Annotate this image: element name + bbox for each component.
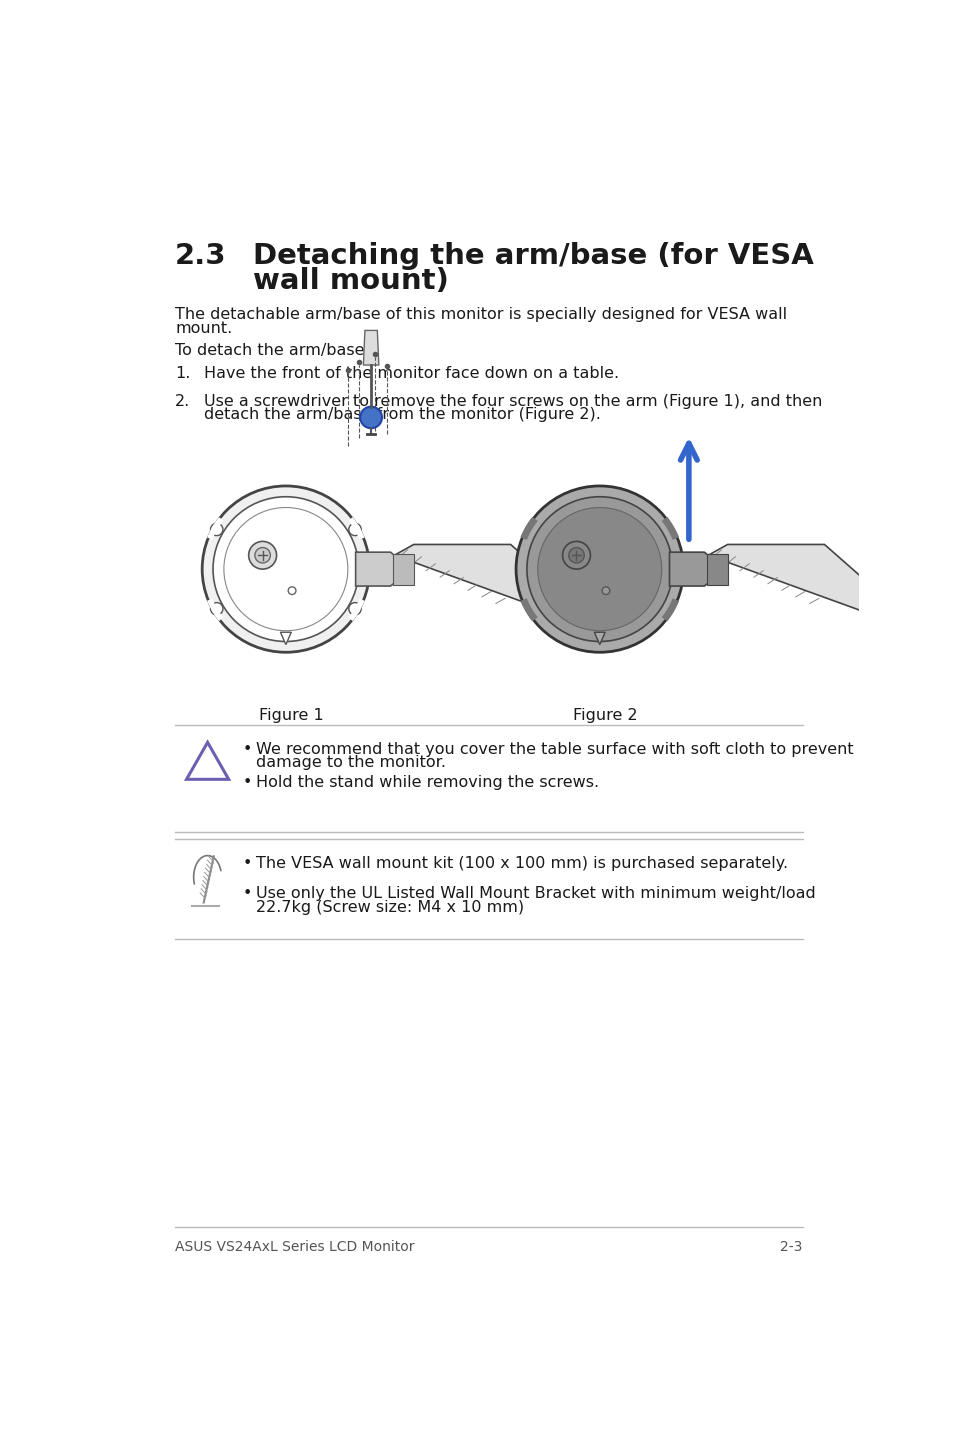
Text: wall mount): wall mount) bbox=[253, 266, 448, 295]
Text: !: ! bbox=[203, 756, 213, 777]
Text: Use a screwdriver to remove the four screws on the arm (Figure 1), and then: Use a screwdriver to remove the four scr… bbox=[204, 394, 822, 408]
Text: The detachable arm/base of this monitor is specially designed for VESA wall: The detachable arm/base of this monitor … bbox=[174, 308, 786, 322]
Polygon shape bbox=[280, 633, 291, 644]
Circle shape bbox=[562, 541, 590, 569]
Circle shape bbox=[568, 548, 583, 562]
Text: •: • bbox=[242, 775, 252, 791]
Text: Figure 1: Figure 1 bbox=[258, 707, 323, 723]
Text: Use only the UL Listed Wall Mount Bracket with minimum weight/load: Use only the UL Listed Wall Mount Bracke… bbox=[256, 886, 816, 902]
Polygon shape bbox=[669, 552, 717, 587]
Circle shape bbox=[213, 496, 358, 641]
Circle shape bbox=[254, 548, 270, 562]
Circle shape bbox=[288, 587, 295, 594]
Text: 22.7kg (Screw size: M4 x 10 mm): 22.7kg (Screw size: M4 x 10 mm) bbox=[256, 900, 524, 915]
Text: Hold the stand while removing the screws.: Hold the stand while removing the screws… bbox=[256, 775, 598, 791]
Text: •: • bbox=[242, 886, 252, 902]
Polygon shape bbox=[706, 554, 727, 584]
Text: The VESA wall mount kit (100 x 100 mm) is purchased separately.: The VESA wall mount kit (100 x 100 mm) i… bbox=[256, 856, 788, 870]
Text: Have the front of the monitor face down on a table.: Have the front of the monitor face down … bbox=[204, 365, 619, 381]
Text: mount.: mount. bbox=[174, 321, 233, 336]
Text: Detaching the arm/base (for VESA: Detaching the arm/base (for VESA bbox=[253, 242, 813, 270]
Circle shape bbox=[249, 541, 276, 569]
Circle shape bbox=[360, 407, 381, 429]
Polygon shape bbox=[355, 552, 403, 587]
Text: We recommend that you cover the table surface with soft cloth to prevent: We recommend that you cover the table su… bbox=[256, 742, 853, 756]
Circle shape bbox=[211, 523, 223, 535]
Circle shape bbox=[349, 603, 361, 615]
Text: 2.3: 2.3 bbox=[174, 242, 227, 270]
Circle shape bbox=[601, 587, 609, 594]
Circle shape bbox=[516, 486, 682, 653]
Text: 2.: 2. bbox=[174, 394, 190, 408]
Circle shape bbox=[202, 486, 369, 653]
Text: Figure 2: Figure 2 bbox=[572, 707, 637, 723]
Polygon shape bbox=[187, 742, 229, 779]
Polygon shape bbox=[394, 545, 564, 611]
Polygon shape bbox=[707, 545, 878, 611]
Circle shape bbox=[224, 508, 348, 631]
Circle shape bbox=[537, 508, 661, 631]
Text: To detach the arm/base:: To detach the arm/base: bbox=[174, 342, 370, 358]
Circle shape bbox=[349, 523, 361, 535]
Circle shape bbox=[211, 603, 223, 615]
Text: detach the arm/base from the monitor (Figure 2).: detach the arm/base from the monitor (Fi… bbox=[204, 407, 600, 423]
Polygon shape bbox=[393, 554, 414, 584]
Circle shape bbox=[526, 496, 672, 641]
Text: damage to the monitor.: damage to the monitor. bbox=[256, 755, 446, 771]
Text: •: • bbox=[242, 856, 252, 870]
Text: 1.: 1. bbox=[174, 365, 191, 381]
Text: ASUS VS24AxL Series LCD Monitor: ASUS VS24AxL Series LCD Monitor bbox=[174, 1240, 415, 1254]
Text: 2-3: 2-3 bbox=[780, 1240, 802, 1254]
Polygon shape bbox=[363, 331, 378, 365]
Text: •: • bbox=[242, 742, 252, 756]
Polygon shape bbox=[594, 633, 604, 644]
